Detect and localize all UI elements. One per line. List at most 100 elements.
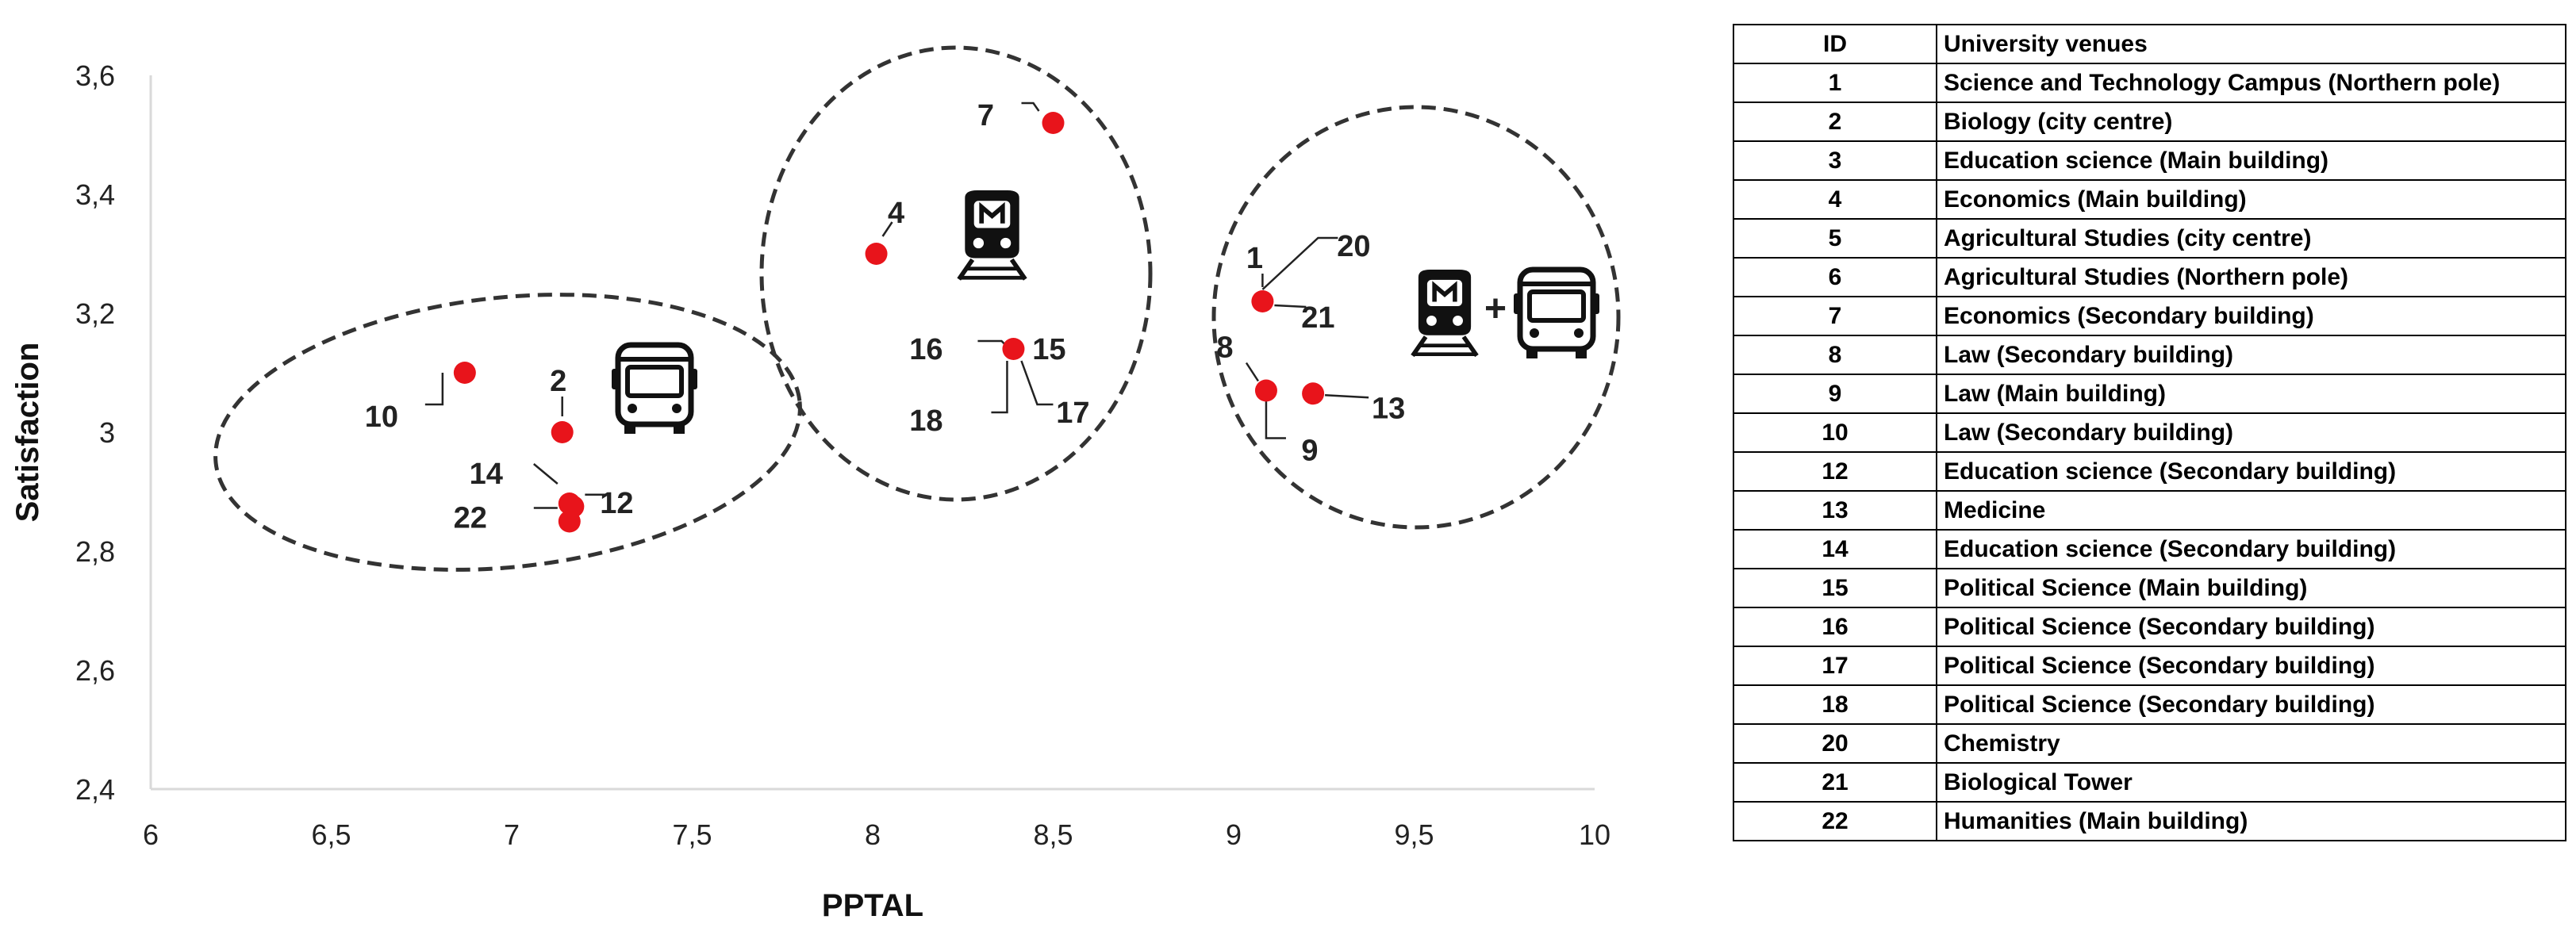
label-leaders — [424, 102, 1369, 509]
cell-venue: Law (Secondary building) — [1936, 412, 2566, 453]
group-ellipses — [213, 45, 1621, 572]
cell-id: 3 — [1733, 140, 1937, 181]
point-label-8: 8 — [1216, 331, 1233, 365]
data-point-7 — [1042, 112, 1065, 134]
table-row: 12 Education science (Secondary building) — [1733, 451, 2566, 492]
group-ellipse-3 — [1211, 105, 1621, 530]
cell-id: 12 — [1733, 451, 1937, 492]
plus-sign: + — [1484, 288, 1507, 330]
table-row: 17 Political Science (Secondary building) — [1733, 646, 2566, 686]
point-label-15: 15 — [1032, 333, 1065, 366]
x-tick-label: 6,5 — [311, 818, 351, 851]
cell-id: 14 — [1733, 529, 1937, 569]
point-label-22: 22 — [454, 502, 487, 535]
group-ellipse-2 — [759, 45, 1153, 502]
y-axis-title: Satisfaction — [10, 343, 45, 523]
point-label-1: 1 — [1246, 242, 1263, 275]
point-label-9: 9 — [1301, 435, 1318, 468]
cell-venue: Biology (city centre) — [1936, 102, 2566, 142]
metro-icon — [1411, 270, 1479, 358]
x-axis-title: PPTAL — [822, 888, 923, 923]
x-tick-label: 8 — [865, 818, 881, 851]
table-row: 7 Economics (Secondary building) — [1733, 296, 2566, 336]
point-label-7: 7 — [977, 99, 994, 132]
table-row: 13 Medicine — [1733, 490, 2566, 531]
data-point-10 — [453, 362, 476, 384]
x-tick-label: 9,5 — [1394, 818, 1434, 851]
data-point-4 — [865, 243, 888, 265]
leader-line-14 — [532, 463, 559, 485]
point-label-4: 4 — [888, 197, 904, 230]
cell-id: 8 — [1733, 335, 1937, 375]
table-row: 18 Political Science (Secondary building) — [1733, 684, 2566, 725]
cell-venue: Education science (Secondary building) — [1936, 529, 2566, 569]
point-labels: 10 2 14 12 22 4 7 16 15 18 17 1 20 21 8 9 13 — [365, 99, 1406, 535]
cell-venue: Law (Main building) — [1936, 374, 2566, 414]
table-row: 2 Biology (city centre) — [1733, 102, 2566, 142]
leader-line-9 — [1265, 400, 1286, 439]
cell-venue: Law (Secondary building) — [1936, 335, 2566, 375]
leader-line-4 — [881, 221, 893, 237]
cell-venue: Economics (Secondary building) — [1936, 296, 2566, 336]
table-row: 14 Education science (Secondary building) — [1733, 529, 2566, 569]
leader-line-8 — [1245, 362, 1259, 382]
cell-venue: Agricultural Studies (city centre) — [1936, 218, 2566, 259]
data-point-22 — [558, 510, 581, 533]
cell-venue: Political Science (Secondary building) — [1936, 607, 2566, 647]
table-row: 4 Economics (Main building) — [1733, 179, 2566, 220]
leader-line-7 — [1021, 102, 1040, 112]
data-points — [453, 112, 1325, 533]
data-point-16 — [1002, 338, 1025, 360]
cell-venue: Political Science (Main building) — [1936, 568, 2566, 608]
table-row: 10 Law (Secondary building) — [1733, 412, 2566, 453]
leader-line-20 — [1261, 236, 1338, 290]
cell-venue: Science and Technology Campus (Northern … — [1936, 63, 2566, 103]
leader-line-10 — [424, 373, 444, 406]
point-label-12: 12 — [600, 487, 633, 520]
cell-id: 4 — [1733, 179, 1937, 220]
leader-line-13 — [1325, 394, 1369, 399]
cell-venue: Education science (Main building) — [1936, 140, 2566, 181]
cell-venue: Education science (Secondary building) — [1936, 451, 2566, 492]
x-tick-label: 7 — [504, 818, 520, 851]
point-label-20: 20 — [1337, 230, 1370, 263]
cell-id: 15 — [1733, 568, 1937, 608]
cell-id: 21 — [1733, 762, 1937, 803]
cell-id: 2 — [1733, 102, 1937, 142]
table-row: 8 Law (Secondary building) — [1733, 335, 2566, 375]
cell-id: 13 — [1733, 490, 1937, 531]
point-label-16: 16 — [909, 333, 942, 366]
point-label-17: 17 — [1056, 397, 1089, 430]
cell-id: 9 — [1733, 374, 1937, 414]
leader-line-21 — [1274, 304, 1307, 308]
point-label-2: 2 — [550, 365, 566, 398]
x-tick-label: 9 — [1226, 818, 1242, 851]
cell-id: 22 — [1733, 801, 1937, 841]
axes: 6 6,5 7 7,5 8 8,5 9 9,5 10 2,4 2,6 2,8 3 3,2 3,4 3,6 — [75, 59, 1610, 851]
cell-venue: Biological Tower — [1936, 762, 2566, 803]
point-label-13: 13 — [1372, 392, 1405, 425]
table-header-row: ID University venues — [1733, 24, 2566, 64]
leader-line-16 — [977, 339, 1008, 347]
table-row: 16 Political Science (Secondary building) — [1733, 607, 2566, 647]
cell-venue: Chemistry — [1936, 723, 2566, 764]
data-point-1 — [1251, 290, 1274, 312]
table-row: 5 Agricultural Studies (city centre) — [1733, 218, 2566, 259]
table-row: 20 Chemistry — [1733, 723, 2566, 764]
x-tick-label: 10 — [1579, 818, 1610, 851]
x-tick-label: 7,5 — [672, 818, 712, 851]
cell-id: 1 — [1733, 63, 1937, 103]
transport-icons: + — [612, 190, 1599, 434]
x-tick-label: 8,5 — [1033, 818, 1073, 851]
y-tick-label: 3,4 — [75, 178, 115, 211]
y-tick-label: 2,8 — [75, 535, 115, 568]
table-row: 22 Humanities (Main building) — [1733, 801, 2566, 841]
header-id: ID — [1733, 24, 1937, 64]
cell-id: 6 — [1733, 257, 1937, 297]
group-ellipse-1 — [213, 293, 802, 572]
data-point-2 — [551, 421, 574, 443]
data-point-13 — [1302, 382, 1325, 405]
cell-id: 10 — [1733, 412, 1937, 453]
cell-venue: Economics (Main building) — [1936, 179, 2566, 220]
bus-icon — [612, 342, 697, 434]
